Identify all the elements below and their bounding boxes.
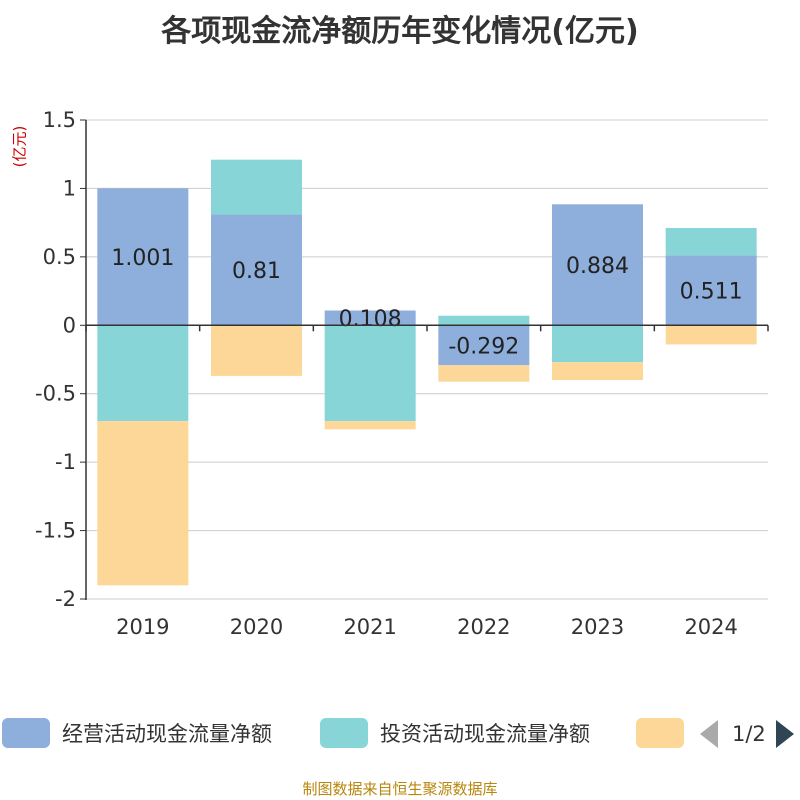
bar-financing-2022 [438, 365, 530, 382]
bar-investing-2020 [211, 159, 302, 215]
x-tick-label: 2023 [571, 615, 624, 639]
legend-label-investing: 投资活动现金流量净额 [380, 722, 590, 746]
x-tick-label: 2024 [684, 615, 737, 639]
x-tick-label: 2020 [230, 615, 283, 639]
bar-financing-2019 [97, 421, 189, 586]
bar-financing-2023 [552, 362, 643, 381]
bar-operating-2019 [97, 188, 189, 326]
legend-page-indicator: 1/2 [732, 722, 766, 746]
bar-financing-2021 [324, 421, 416, 430]
legend-swatch-operating [2, 718, 50, 748]
bar-operating-2023 [552, 204, 643, 326]
chart-title: 各项现金流净额历年变化情况(亿元) [161, 14, 639, 49]
y-tick-label: 0 [63, 313, 76, 337]
y-tick-label: 1 [63, 176, 76, 200]
bar-investing-2023 [552, 325, 643, 363]
bar-operating-2022 [438, 325, 530, 366]
data-label-operating-2023: 0.884 [566, 254, 629, 279]
x-tick-label: 2022 [457, 615, 510, 639]
legend-next-arrow-icon[interactable] [775, 720, 794, 748]
x-tick-label: 2019 [116, 615, 169, 639]
legend-item-financing[interactable] [636, 718, 684, 748]
y-tick-label: 1.5 [43, 108, 76, 132]
y-tick-label: -1 [55, 450, 76, 474]
data-source-note: 制图数据来自恒生聚源数据库 [302, 780, 498, 798]
data-label-operating-2019: 1.001 [111, 246, 174, 271]
bar-investing-2019 [97, 325, 189, 422]
y-tick-label: 0.5 [43, 245, 76, 269]
legend-item-operating[interactable]: 经营活动现金流量净额 [2, 718, 272, 748]
legend-swatch-investing [320, 718, 368, 748]
bar-investing-2024 [665, 227, 757, 256]
data-label-operating-2022: -0.292 [448, 334, 519, 359]
y-tick-label: -2 [55, 587, 76, 611]
bar-financing-2024 [665, 325, 757, 345]
legend: 经营活动现金流量净额 投资活动现金流量净额 1/2 [0, 712, 800, 756]
data-label-operating-2020: 0.81 [232, 259, 281, 284]
x-tick-label: 2021 [343, 615, 396, 639]
legend-prev-arrow-icon[interactable] [700, 720, 718, 748]
data-label-operating-2024: 0.511 [680, 279, 743, 304]
bar-operating-2020 [211, 214, 302, 326]
data-label-operating-2021: 0.108 [339, 307, 402, 332]
y-tick-label: -0.5 [35, 382, 76, 406]
bar-operating-2021 [324, 310, 416, 326]
legend-label-operating: 经营活动现金流量净额 [62, 722, 272, 746]
legend-item-investing[interactable]: 投资活动现金流量净额 [320, 718, 590, 748]
bar-investing-2022 [438, 315, 530, 326]
chart-plot: 1.5 1 0.5 0 -0.5 -1 -1.5 -2 1.001 0.81 0.108 -0.292… [35, 108, 769, 639]
legend-pager: 1/2 [700, 720, 794, 748]
y-tick-label: -1.5 [35, 519, 76, 543]
bar-financing-2020 [211, 325, 302, 376]
bar-investing-2021 [324, 325, 416, 422]
bar-operating-2024 [665, 255, 757, 326]
legend-swatch-financing [636, 718, 684, 748]
